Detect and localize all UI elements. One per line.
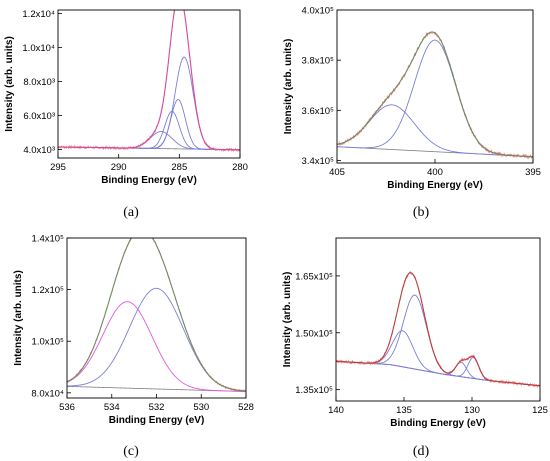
plot-area-a (58, 10, 240, 153)
y-tick-label-a-1: 6.0x10³ (23, 111, 55, 122)
x-tick-label-b-0: 405 (329, 167, 345, 178)
x-tick-label-a-0: 295 (50, 162, 66, 173)
y-tick-label-d-2: 1.65x10⁵ (295, 271, 333, 282)
chart-panel-b: 405 400 395 3.4x10⁵ 3.6x10⁵ 3.8x10⁵ 4.0x10⁵ Bin… (283, 6, 541, 192)
panel-label-c: (c) (123, 444, 139, 459)
x-tick-label-c-2: 532 (149, 402, 165, 413)
y-tick-label-a-0: 4.0x10³ (23, 145, 55, 156)
x-tick-label-d-0: 140 (328, 405, 344, 416)
y-tick-label-a-2: 8.0x10³ (23, 77, 55, 88)
component-peak-c-2 (67, 301, 246, 392)
x-tick-label-b-1: 400 (427, 167, 443, 178)
component-peak-b-1 (337, 39, 533, 158)
y-tick-label-c-3: 1.4x10⁵ (32, 234, 65, 245)
component-peak-b-2 (337, 104, 533, 158)
panel-label-a: (a) (123, 205, 139, 220)
panel-label-b: (b) (413, 205, 430, 220)
envelope-fit-d (336, 272, 540, 387)
component-peak-a-1 (58, 56, 240, 151)
y-tick-label-c-0: 8.0x10⁴ (31, 388, 64, 399)
component-peak-d-2 (336, 330, 540, 387)
y-tick-label-a-4: 1.2x10⁴ (22, 9, 55, 20)
y-axis-title-a: Intensity (arb. units) (4, 36, 15, 132)
envelope-fit-c (67, 238, 246, 392)
x-tick-label-d-3: 125 (532, 405, 548, 416)
y-tick-label-b-2: 3.8x10⁵ (302, 56, 335, 67)
raw-data-b (337, 31, 533, 160)
x-tick-label-a-3: 280 (232, 162, 248, 173)
y-axis-title-d: Intensity (arb. units) (282, 272, 293, 368)
envelope-fit-a (58, 10, 240, 151)
x-axis-title-a: Binding Energy (eV) (101, 175, 197, 186)
component-peak-c-1 (67, 287, 246, 392)
plot-frame-a (57, 9, 241, 159)
y-tick-label-b-0: 3.4x10⁵ (302, 156, 335, 167)
x-axis-title-c: Binding Energy (eV) (109, 415, 205, 426)
chart-panel-c: 536 534 532 530 528 8.0x10⁴ 1.0x10⁵ 1.2x10⁵ 1.4x… (13, 234, 254, 427)
component-peak-a-2 (58, 99, 240, 151)
x-axis-title-b: Binding Energy (eV) (387, 180, 483, 191)
y-tick-label-c-1: 1.0x10⁵ (32, 337, 65, 348)
component-peak-a-3 (58, 110, 240, 151)
x-tick-label-d-1: 135 (396, 405, 412, 416)
x-axis-title-d: Binding Energy (eV) (390, 418, 486, 429)
x-tick-label-a-2: 285 (171, 162, 187, 173)
y-tick-label-d-0: 1.35x10⁵ (295, 385, 333, 396)
raw-data-c (67, 238, 246, 393)
raw-data-a (58, 10, 240, 153)
panel-label-d: (d) (413, 444, 430, 459)
plot-area-d (336, 270, 540, 388)
y-axis-title-c: Intensity (arb. units) (13, 270, 24, 366)
x-tick-label-c-3: 530 (193, 402, 209, 413)
x-tick-label-b-2: 395 (525, 167, 541, 178)
plot-area-b (337, 31, 533, 160)
x-tick-label-c-4: 528 (238, 402, 254, 413)
y-tick-label-b-1: 3.6x10⁵ (302, 106, 335, 117)
y-axis-title-b: Intensity (arb. units) (283, 39, 294, 135)
envelope-fit-b (337, 31, 533, 158)
x-tick-label-c-1: 534 (104, 402, 120, 413)
chart-panel-a: 295 290 285 280 4.0x10³ 6.0x10³ 8.0x10³ 1.0x10⁴… (4, 9, 248, 186)
plot-frame-d (335, 237, 541, 402)
chart-panel-d: 140 135 130 125 1.35x10⁵ 1.50x10⁵ 1.65x10⁵ Bind… (282, 237, 548, 429)
x-tick-label-a-1: 290 (111, 162, 127, 173)
y-tick-label-d-1: 1.50x10⁵ (295, 328, 333, 339)
raw-data-d (336, 270, 540, 388)
y-tick-label-a-3: 1.0x10⁴ (22, 43, 55, 54)
plot-frame-c (66, 237, 247, 399)
x-tick-label-c-0: 536 (59, 402, 75, 413)
y-tick-label-c-2: 1.2x10⁵ (32, 285, 65, 296)
component-peak-d-1 (336, 294, 540, 387)
x-tick-label-d-2: 130 (464, 405, 480, 416)
plot-area-c (67, 238, 246, 393)
y-tick-label-b-3: 4.0x10⁵ (302, 6, 335, 17)
